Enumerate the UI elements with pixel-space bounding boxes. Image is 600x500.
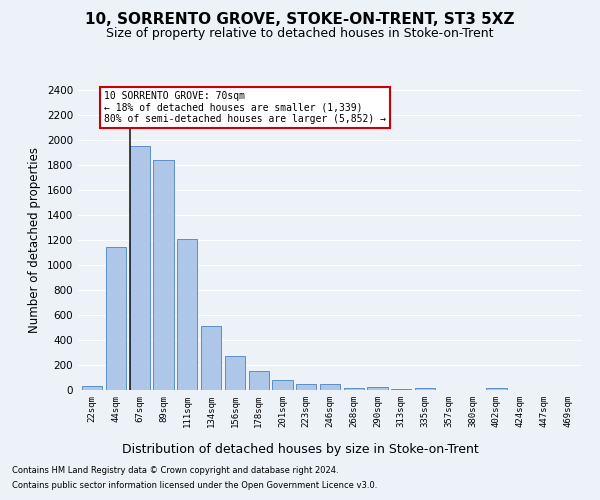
Text: Contains HM Land Registry data © Crown copyright and database right 2024.: Contains HM Land Registry data © Crown c… bbox=[12, 466, 338, 475]
Bar bbox=[367, 387, 388, 390]
Bar bbox=[154, 160, 173, 390]
Text: Size of property relative to detached houses in Stoke-on-Trent: Size of property relative to detached ho… bbox=[106, 28, 494, 40]
Bar bbox=[487, 388, 506, 390]
Bar bbox=[201, 326, 221, 390]
Bar bbox=[296, 384, 316, 390]
Bar bbox=[225, 356, 245, 390]
Y-axis label: Number of detached properties: Number of detached properties bbox=[28, 147, 41, 333]
Text: 10, SORRENTO GROVE, STOKE-ON-TRENT, ST3 5XZ: 10, SORRENTO GROVE, STOKE-ON-TRENT, ST3 … bbox=[85, 12, 515, 28]
Bar bbox=[272, 380, 293, 390]
Bar bbox=[248, 370, 269, 390]
Bar bbox=[106, 247, 126, 390]
Text: 10 SORRENTO GROVE: 70sqm
← 18% of detached houses are smaller (1,339)
80% of sem: 10 SORRENTO GROVE: 70sqm ← 18% of detach… bbox=[104, 91, 386, 124]
Bar bbox=[177, 239, 197, 390]
Bar bbox=[82, 386, 103, 390]
Bar bbox=[415, 388, 435, 390]
Bar bbox=[391, 389, 412, 390]
Bar bbox=[344, 388, 364, 390]
Bar bbox=[130, 146, 150, 390]
Bar bbox=[320, 384, 340, 390]
Text: Contains public sector information licensed under the Open Government Licence v3: Contains public sector information licen… bbox=[12, 481, 377, 490]
Text: Distribution of detached houses by size in Stoke-on-Trent: Distribution of detached houses by size … bbox=[122, 442, 478, 456]
